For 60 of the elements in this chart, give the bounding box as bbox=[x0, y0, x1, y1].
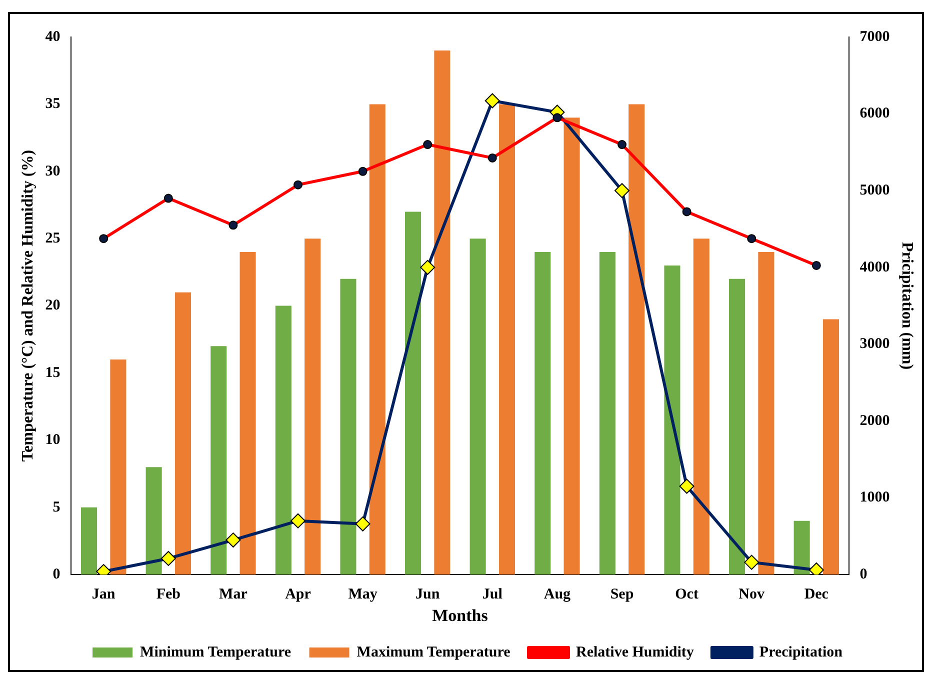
bar bbox=[146, 467, 162, 575]
bar bbox=[240, 252, 256, 575]
y2-tick-label: 7000 bbox=[860, 28, 890, 45]
x-tick-label: Oct bbox=[675, 586, 698, 602]
x-tick-label: Jul bbox=[482, 586, 502, 602]
bar bbox=[210, 346, 227, 575]
legend-label: Maximum Temperature bbox=[356, 644, 511, 660]
x-axis-title: Months bbox=[432, 606, 488, 626]
x-tick-label: Apr bbox=[285, 586, 312, 602]
y-tick-label: 0 bbox=[52, 566, 60, 582]
y2-tick-label: 2000 bbox=[860, 412, 890, 429]
bar bbox=[664, 265, 680, 575]
y-tick-label: 20 bbox=[45, 298, 60, 314]
bar bbox=[794, 520, 810, 575]
legend-label: Minimum Temperature bbox=[140, 644, 292, 660]
y2-tick-label: 0 bbox=[860, 566, 868, 582]
y2-tick-label: 6000 bbox=[860, 106, 890, 122]
y2-axis-title: Pricipitation (mm) bbox=[898, 242, 916, 370]
bar bbox=[758, 252, 774, 575]
y2-tick-label: 1000 bbox=[860, 490, 890, 506]
bar bbox=[275, 306, 292, 575]
x-tick-label: Dec bbox=[804, 586, 829, 602]
x-tick-label: May bbox=[348, 586, 378, 602]
bar bbox=[81, 507, 98, 575]
legend-label: Relative Humidity bbox=[576, 644, 694, 660]
bar bbox=[599, 252, 616, 575]
x-tick-label: Jun bbox=[416, 586, 440, 602]
y-tick-label: 15 bbox=[45, 364, 60, 381]
x-tick-label: Mar bbox=[219, 586, 248, 602]
bar bbox=[498, 104, 515, 575]
bar bbox=[534, 252, 551, 575]
x-tick-label: Nov bbox=[738, 586, 766, 602]
y2-tick-label: 5000 bbox=[860, 182, 890, 198]
y2-tick-label: 3000 bbox=[860, 336, 890, 352]
bar bbox=[405, 212, 422, 575]
bar bbox=[470, 238, 486, 575]
y2-tick-label: 4000 bbox=[860, 259, 890, 276]
y-tick-label: 40 bbox=[45, 28, 60, 45]
bar bbox=[304, 238, 321, 575]
x-tick-label: Feb bbox=[156, 586, 180, 602]
bar bbox=[110, 360, 126, 575]
bar bbox=[434, 50, 450, 575]
y-axis-title: Temperature (°C) and Relative Humidity (%) bbox=[20, 150, 37, 462]
bar bbox=[822, 319, 839, 575]
x-tick-label: Sep bbox=[610, 586, 634, 602]
legend-label: Precipitation bbox=[759, 644, 844, 660]
bar bbox=[340, 278, 356, 575]
x-tick-label: Jan bbox=[92, 586, 116, 602]
y-tick-label: 5 bbox=[52, 499, 60, 516]
y-tick-label: 25 bbox=[45, 230, 60, 246]
y-tick-label: 35 bbox=[45, 96, 60, 112]
bar bbox=[564, 118, 580, 575]
y-tick-label: 30 bbox=[45, 163, 60, 180]
bar bbox=[628, 104, 645, 575]
bar bbox=[369, 104, 386, 575]
bar bbox=[729, 278, 746, 575]
bar bbox=[693, 238, 710, 575]
bar bbox=[174, 292, 191, 575]
y-tick-label: 10 bbox=[45, 432, 60, 448]
x-tick-label: Aug bbox=[544, 586, 572, 602]
